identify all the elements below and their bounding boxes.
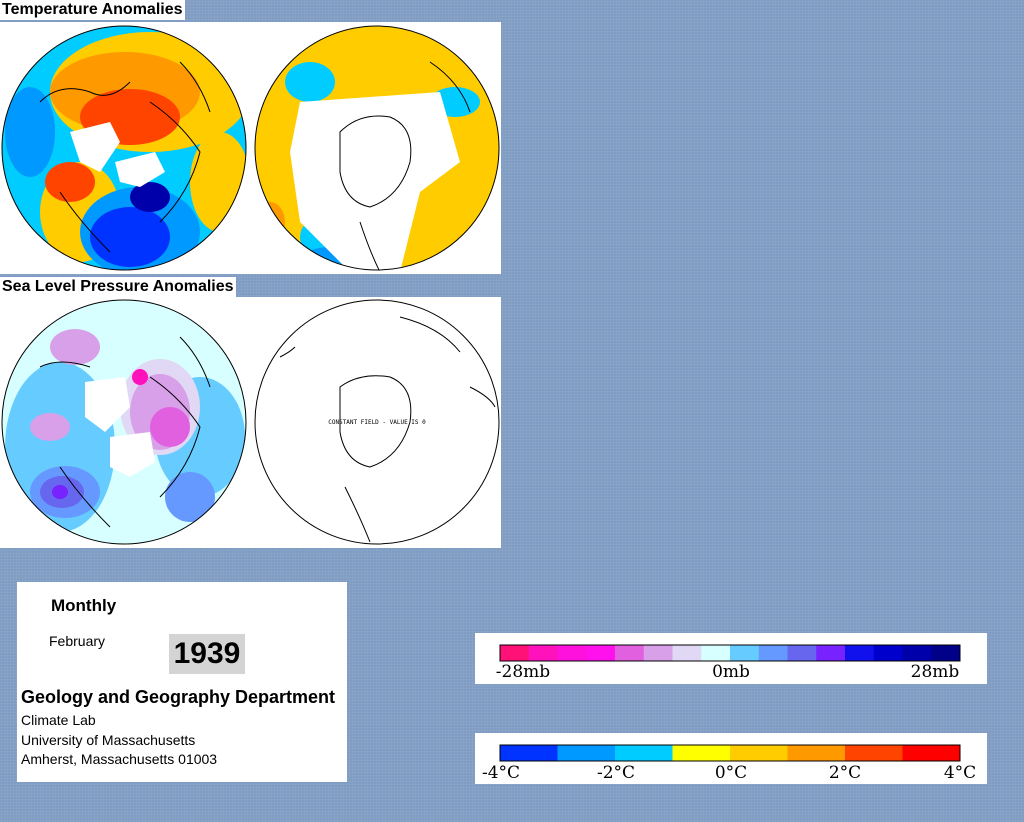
pressure-legend-swatch — [557, 645, 587, 661]
temperature-map-north — [2, 26, 246, 270]
temperature-legend-frame — [499, 744, 961, 762]
pressure-legend-swatch — [528, 645, 558, 661]
pressure-legend-swatch — [845, 645, 875, 661]
pressure-legend-swatch — [730, 645, 760, 661]
pressure-legend-swatch — [500, 645, 530, 661]
department-label: Geology and Geography Department — [21, 687, 336, 707]
lab-label: Climate Lab — [21, 712, 96, 728]
temperature-legend-label-2: 0°C — [715, 763, 747, 783]
temperature-legend-swatch — [730, 745, 788, 761]
pressure-legend-swatch — [873, 645, 903, 661]
temperature-legend-swatch — [902, 745, 961, 761]
pressure-map-north — [2, 300, 246, 544]
pressure-legend-swatch — [758, 645, 788, 661]
pressure-legend-mid: 0mb — [712, 662, 750, 682]
year-label: 1939 — [169, 634, 245, 674]
temperature-anomalies-title: Temperature Anomalies — [0, 0, 185, 20]
university-label: University of Massachusetts — [21, 732, 196, 748]
temperature-maps-panel — [0, 22, 501, 274]
pressure-maps-panel: CONSTANT FIELD - VALUE IS 0 — [0, 297, 501, 548]
pressure-map-south: CONSTANT FIELD - VALUE IS 0 — [254, 299, 500, 545]
pressure-legend-swatch — [615, 645, 645, 661]
temperature-legend-swatch — [672, 745, 731, 761]
temperature-legend-swatch — [557, 745, 616, 761]
temperature-legend-swatch — [615, 745, 673, 761]
pressure-legend-swatch — [672, 645, 702, 661]
temperature-legend-label-0: -4°C — [482, 763, 520, 783]
temperature-legend-swatch — [787, 745, 846, 761]
temperature-map-south — [255, 26, 499, 270]
temperature-legend: -4°C -2°C 0°C 2°C 4°C — [475, 733, 987, 784]
temperature-legend-label-4: 4°C — [944, 763, 976, 783]
pressure-legend-swatch — [701, 645, 731, 661]
temperature-legend-colorbar — [499, 744, 961, 762]
pressure-legend-swatch — [931, 645, 961, 661]
pressure-anomalies-title: Sea Level Pressure Anomalies — [0, 277, 236, 297]
pressure-legend: -28mb 0mb 28mb — [475, 633, 987, 684]
pressure-legend-swatch — [816, 645, 846, 661]
temperature-legend-label-1: -2°C — [597, 763, 635, 783]
constant-field-label: CONSTANT FIELD - VALUE IS 0 — [328, 419, 426, 426]
pressure-legend-swatch — [902, 645, 932, 661]
pressure-legend-swatch — [643, 645, 673, 661]
pressure-legend-max: 28mb — [911, 662, 960, 682]
address-label: Amherst, Massachusetts 01003 — [21, 751, 218, 767]
pressure-legend-colorbar — [499, 644, 961, 662]
month-label: February — [49, 633, 106, 649]
temperature-legend-swatch — [500, 745, 558, 761]
pressure-legend-min: -28mb — [496, 662, 550, 682]
temperature-legend-swatch — [845, 745, 903, 761]
info-box: Monthly February 1939 Geology and Geogra… — [17, 582, 347, 782]
frequency-label: Monthly — [51, 596, 117, 615]
temperature-legend-label-3: 2°C — [829, 763, 861, 783]
pressure-legend-swatch — [586, 645, 616, 661]
pressure-legend-frame — [499, 644, 961, 662]
pressure-legend-swatch — [787, 645, 817, 661]
